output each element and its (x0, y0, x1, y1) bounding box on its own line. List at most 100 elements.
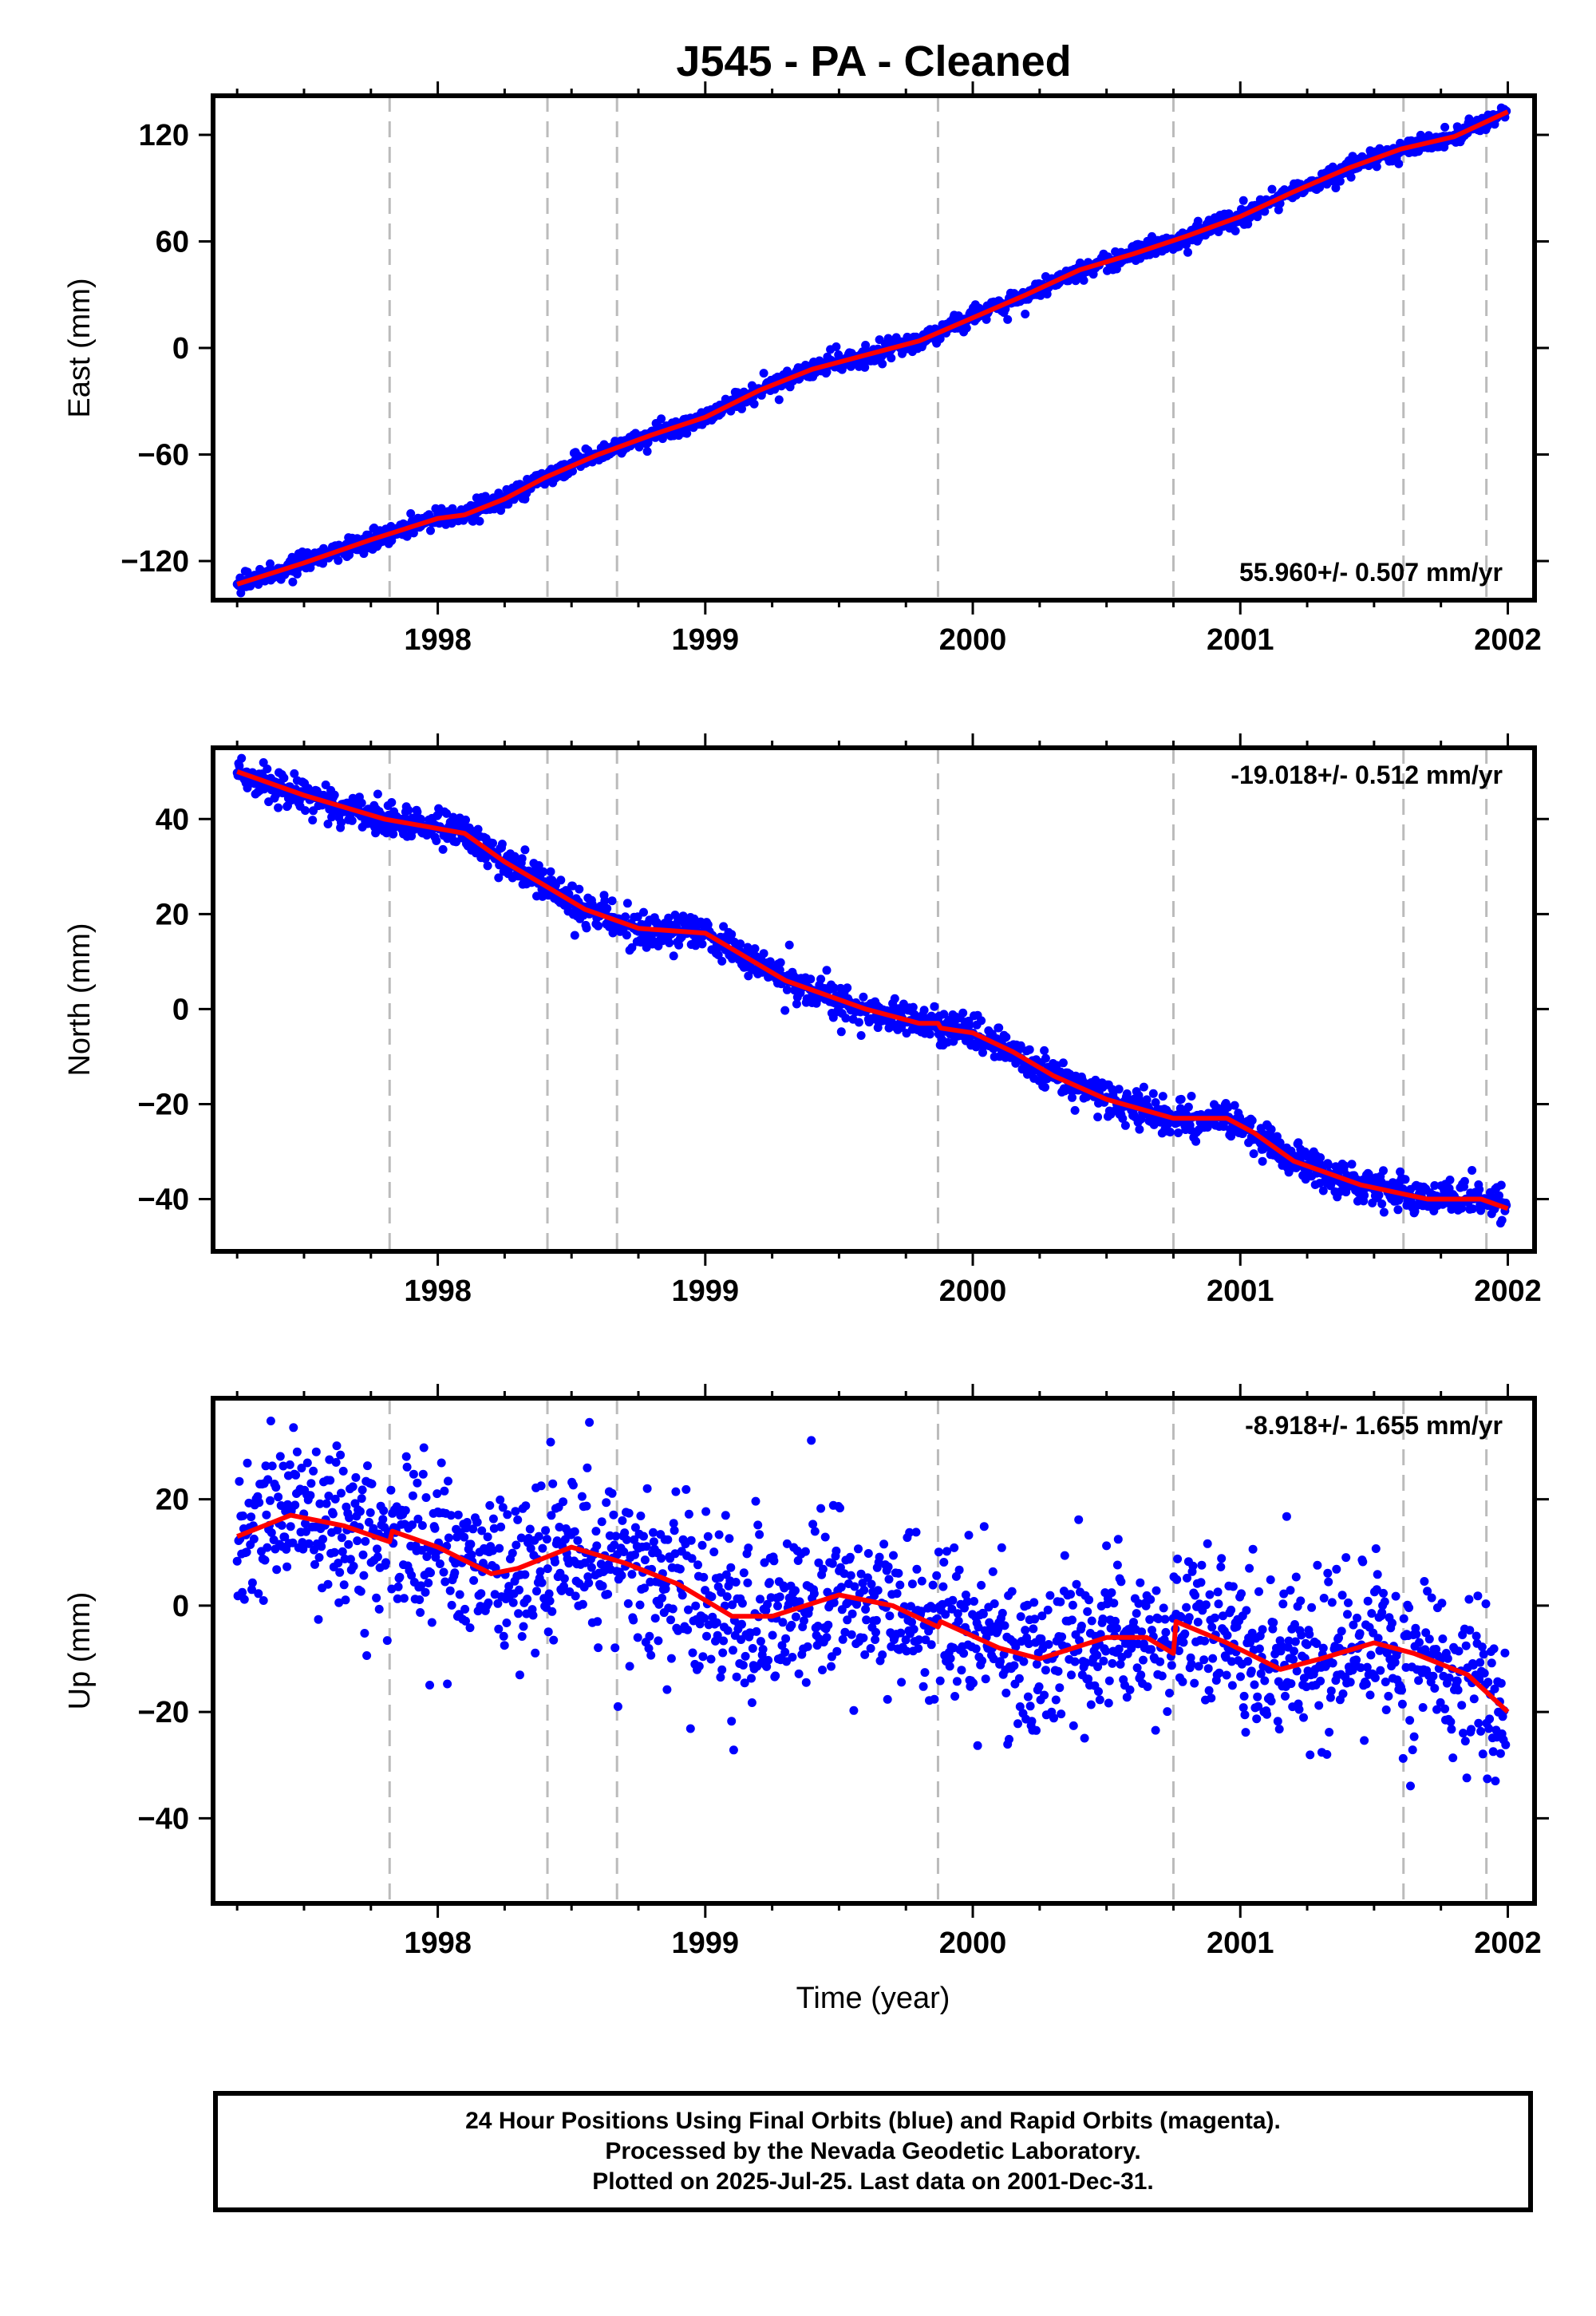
data-point (909, 1625, 918, 1634)
data-point (393, 1582, 403, 1591)
data-point (610, 1540, 619, 1550)
data-point (318, 1535, 328, 1544)
data-point (921, 1635, 930, 1645)
x-tick-label: 1998 (404, 623, 472, 657)
data-points (232, 1417, 1511, 1791)
data-point (326, 1476, 335, 1485)
data-point (739, 1568, 749, 1578)
data-point (649, 1537, 658, 1547)
data-point (473, 824, 483, 834)
data-point (1068, 1600, 1077, 1610)
data-point (336, 1450, 346, 1460)
data-point (469, 1575, 479, 1585)
data-point (1290, 1637, 1300, 1646)
data-point (337, 1488, 346, 1498)
data-point (298, 1538, 307, 1547)
data-point (267, 1528, 276, 1537)
data-point (1040, 1690, 1049, 1700)
data-point (750, 944, 760, 954)
data-point (526, 1543, 535, 1553)
data-point (1000, 1621, 1009, 1630)
data-point (455, 1590, 464, 1599)
model-line (236, 769, 1509, 1211)
data-point (1360, 1736, 1369, 1745)
data-point (290, 1500, 300, 1510)
data-point (832, 1546, 841, 1555)
data-point (1203, 1664, 1213, 1674)
data-point (752, 1626, 761, 1636)
data-point (654, 1636, 663, 1646)
data-point (1213, 1587, 1223, 1597)
data-point (946, 1654, 955, 1663)
data-point (424, 1579, 433, 1587)
data-point (1187, 1659, 1196, 1669)
data-point (697, 939, 707, 949)
data-point (301, 806, 310, 816)
data-point (247, 1578, 257, 1587)
data-point (727, 930, 737, 939)
data-point (266, 1496, 275, 1505)
data-point (989, 1654, 998, 1664)
data-point (988, 1567, 998, 1576)
data-point (592, 1541, 602, 1551)
data-point (578, 1599, 587, 1609)
data-point (778, 1618, 788, 1627)
data-point (1136, 1670, 1146, 1680)
data-point (1191, 1136, 1201, 1146)
data-point (1256, 1669, 1266, 1678)
data-point (1173, 1554, 1183, 1563)
data-point (1157, 1671, 1167, 1681)
data-point (1279, 1589, 1289, 1599)
data-point (827, 1662, 836, 1671)
data-point (365, 1508, 375, 1517)
data-point (556, 875, 566, 885)
data-point (495, 1543, 504, 1553)
data-point (718, 1648, 728, 1658)
data-point (771, 1671, 780, 1681)
data-point (1391, 1591, 1400, 1601)
data-point (1324, 1160, 1333, 1170)
data-point (926, 1640, 936, 1650)
data-point (1179, 1638, 1188, 1647)
data-point (1068, 1093, 1077, 1102)
data-point (1219, 1611, 1227, 1621)
data-point (362, 1651, 372, 1660)
data-point (707, 1592, 717, 1602)
data-point (421, 1493, 431, 1502)
data-point (723, 1626, 733, 1635)
data-point (1253, 212, 1262, 222)
data-point (1337, 1591, 1347, 1600)
data-point (866, 1644, 875, 1653)
data-point (808, 1520, 818, 1529)
data-point (485, 1500, 495, 1510)
data-point (602, 1498, 611, 1508)
data-point (334, 1598, 344, 1607)
data-point (1367, 1609, 1377, 1618)
data-point (878, 359, 887, 369)
data-point (911, 1528, 921, 1537)
data-point (500, 1641, 509, 1650)
data-point (1193, 1618, 1203, 1626)
data-point (958, 1008, 968, 1018)
data-point (1223, 1102, 1233, 1112)
data-point (1122, 1693, 1132, 1702)
data-point (871, 1635, 880, 1644)
data-point (954, 1616, 963, 1626)
data-point (337, 1533, 346, 1543)
data-point (317, 1542, 326, 1551)
data-point (600, 896, 610, 906)
data-point (791, 1586, 800, 1595)
data-point (417, 1581, 425, 1591)
data-point (1260, 1676, 1270, 1686)
data-point (437, 504, 446, 513)
data-point (960, 1603, 969, 1613)
data-point (907, 1618, 916, 1627)
data-point (1254, 1587, 1263, 1596)
data-point (1269, 1618, 1278, 1627)
data-point (363, 1461, 372, 1471)
data-point (630, 1523, 640, 1532)
data-point (1197, 1560, 1207, 1570)
data-point (602, 903, 612, 913)
data-point (861, 1605, 871, 1614)
